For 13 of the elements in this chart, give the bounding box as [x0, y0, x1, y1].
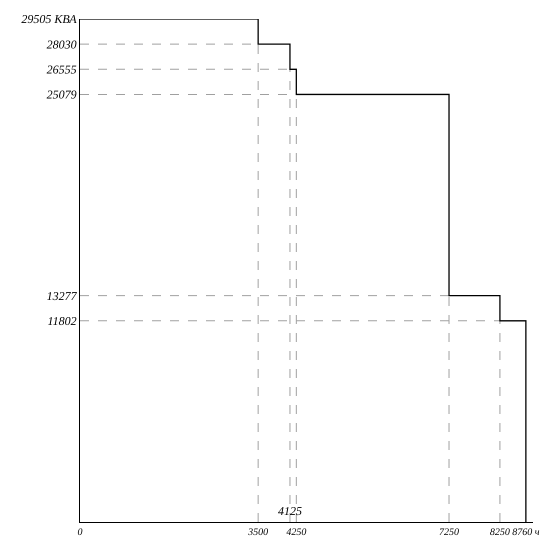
annotation: 4125	[278, 504, 302, 518]
x-tick-label: 8250	[490, 527, 510, 538]
x-tick-label: 7250	[439, 527, 460, 538]
y-tick-label: 26555	[46, 62, 77, 76]
y-tick-label: 29505 КВА	[21, 12, 78, 26]
y-tick-label: 13277	[46, 288, 78, 303]
x-tick-label: 8760 ч	[512, 527, 540, 538]
x-tick-label: 4250	[286, 527, 306, 538]
y-tick-label: 28030	[46, 37, 77, 52]
x-tick-label: 0	[78, 527, 82, 538]
y-tick-label: 25079	[46, 88, 77, 102]
x-tick-label: 3500	[247, 527, 268, 538]
y-tick-label: 11802	[47, 314, 77, 328]
